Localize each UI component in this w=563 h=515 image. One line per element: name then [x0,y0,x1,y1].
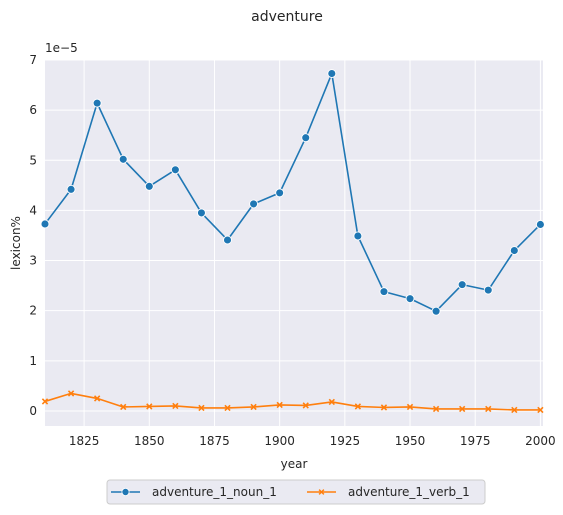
data-point [380,404,388,411]
y-tick-label: 3 [29,254,37,268]
y-tick-label: 2 [29,304,37,318]
legend-label: adventure_1_verb_1 [348,485,470,499]
y-axis-multiplier: 1e−5 [45,41,78,55]
x-tick-label: 1850 [134,434,165,448]
x-tick-label: 1925 [330,434,361,448]
data-point [118,154,128,164]
series-layer [40,69,545,414]
series-line-adventure_1_noun_1 [44,72,541,312]
data-point [250,403,257,411]
data-point [120,403,127,411]
series-line-adventure_1_verb_1 [44,392,541,411]
legend: adventure_1_noun_1 adventure_1_verb_1 [106,479,486,505]
x-tick-label: 1900 [264,434,295,448]
data-point [301,133,311,143]
data-point [223,235,232,245]
data-point [146,403,153,410]
x-tick-label: 1950 [395,434,426,448]
series-adventure_1_verb_1 [41,390,544,414]
x-tick-label: 1825 [69,434,100,448]
data-point [406,403,414,411]
chart-title: adventure [251,9,323,25]
data-point [457,280,467,290]
data-point [328,398,335,406]
y-axis-ticks: 0 1 2 3 4 5 6 7 [29,53,37,418]
data-point [276,401,283,409]
data-point [302,402,309,409]
legend-marker [318,489,325,495]
x-tick-label: 1975 [460,434,491,448]
data-point [170,165,180,175]
data-point [275,188,285,198]
y-tick-label: 5 [29,153,37,167]
y-tick-label: 1 [29,354,37,368]
y-tick-label: 0 [29,404,37,418]
data-point [405,294,415,304]
data-point [511,406,518,414]
data-point [67,390,75,397]
data-point [196,208,206,218]
data-point [537,406,544,414]
data-point [224,404,231,412]
y-axis-label: lexicon% [9,216,23,270]
y-tick-label: 6 [29,103,37,117]
x-axis-ticks: 1825 1850 1875 1900 1925 1950 1975 2000 [69,434,556,448]
data-point [93,395,101,402]
data-point [40,219,50,229]
data-point [92,98,102,108]
x-tick-label: 2000 [525,434,556,448]
data-point [354,403,362,410]
y-tick-label: 7 [29,53,37,67]
legend-box [106,479,486,505]
data-point [509,246,519,255]
data-point [41,398,49,405]
data-point [198,404,205,412]
data-point [483,285,493,295]
legend-entry: adventure_1_noun_1 [111,485,277,499]
data-point [66,184,76,194]
data-point [249,199,259,209]
data-point [431,306,441,316]
data-point [485,405,492,413]
data-point [172,402,179,410]
grid-lines [45,59,543,426]
data-point [459,405,466,413]
plot-area [45,60,543,426]
data-point [327,69,337,78]
series-adventure_1_noun_1 [40,69,545,316]
x-axis-label: year [281,457,308,471]
legend-label: adventure_1_noun_1 [152,485,277,499]
legend-entry: adventure_1_verb_1 [307,485,470,499]
data-point [353,231,363,241]
data-point [379,287,389,297]
y-tick-label: 4 [29,203,37,217]
legend-marker [121,487,130,496]
x-tick-label: 1875 [199,434,230,448]
data-point [432,405,440,413]
data-point [144,181,154,191]
data-point [535,219,545,229]
